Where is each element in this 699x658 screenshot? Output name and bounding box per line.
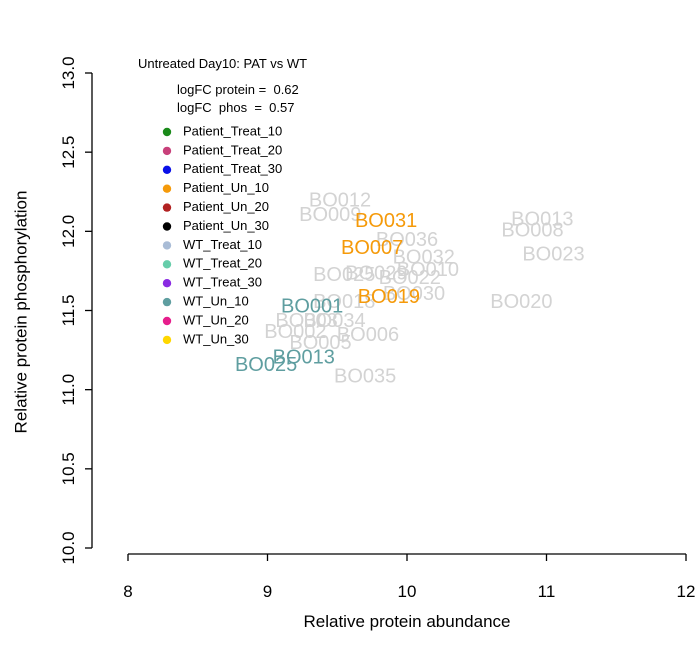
y-tick-label: 11.0: [59, 374, 78, 406]
annotation: Untreated Day10: PAT vs WT logFC protein…: [138, 56, 307, 115]
y-tick-label: 12.5: [59, 136, 78, 169]
legend-label: WT_Un_20: [183, 312, 249, 327]
point-label-bo030: BO030: [383, 283, 445, 305]
legend-marker: [162, 241, 172, 250]
y-tick-label: 13.0: [59, 56, 78, 89]
legend-label: Patient_Treat_30: [183, 161, 282, 176]
y-ticks: 10.0 10.5 11.0 11.5 12.0 12.5 13.0: [59, 56, 92, 565]
point-label-bo032: BO032: [393, 247, 455, 269]
legend-label: Patient_Un_10: [183, 180, 269, 195]
legend-marker: [162, 279, 172, 288]
legend-marker: [162, 335, 172, 345]
legend-label: Patient_Un_20: [183, 199, 269, 214]
x-tick-label: 12: [677, 582, 696, 601]
point-label-bo005: BO005: [289, 332, 351, 354]
x-tick-label: 10: [398, 582, 417, 601]
point-label-bo036: BO036: [376, 229, 438, 251]
point-label-bo034: BO034: [303, 310, 365, 332]
legend-label: WT_Treat_20: [183, 256, 262, 271]
legend-marker: [162, 297, 172, 307]
y-tick-label: 10.0: [59, 531, 78, 564]
legend-marker: [162, 203, 172, 212]
legend-item: Patient_Treat_20: [162, 142, 282, 157]
legend-item: Patient_Un_20: [162, 199, 269, 214]
y-axis-title: Relative protein phosphorylation: [11, 191, 30, 434]
legend-item: WT_Treat_20: [162, 256, 262, 271]
y-tick-label: 11.5: [59, 295, 78, 327]
x-tick-label: 8: [123, 582, 132, 601]
legend-item: Patient_Un_10: [162, 180, 269, 195]
axes: 10.0 10.5 11.0 11.5 12.0 12.5 13.0 8 9 10 11 12: [59, 56, 695, 601]
point-label-bo029: BO029: [345, 262, 407, 284]
legend-label: WT_Treat_30: [183, 275, 262, 290]
legend-label: WT_Treat_10: [183, 237, 262, 252]
legend-marker: [162, 165, 172, 174]
point-label-bo020: BO020: [490, 291, 552, 313]
y-tick-label: 12.0: [59, 215, 78, 248]
legend-item: Patient_Un_30: [162, 218, 269, 233]
legend: Patient_Treat_10 Patient_Treat_20 Patient_…: [162, 123, 282, 346]
point-label-bo025: BO025: [313, 264, 375, 286]
point-label-bo013: BO013: [511, 209, 573, 231]
legend-marker: [162, 127, 172, 137]
legend-marker: [162, 146, 172, 156]
legend-label: Patient_Treat_10: [183, 123, 282, 138]
legend-item: WT_Un_20: [162, 312, 249, 327]
point-label-bo022: BO022: [379, 267, 441, 289]
legend-item: Patient_Treat_10: [162, 123, 282, 138]
point-label-bo002: BO002: [264, 321, 326, 343]
point-label-bo025: BO025: [235, 354, 297, 376]
x-ticks: 8 9 10 11 12: [123, 554, 695, 601]
point-label-bo001: BO001: [281, 296, 343, 318]
point-label-bo018: BO018: [313, 291, 375, 313]
point-label-bo019: BO019: [358, 286, 420, 308]
point-label-bo031: BO031: [355, 210, 417, 232]
legend-label: Patient_Un_30: [183, 218, 269, 233]
x-axis-title: Relative protein abundance: [304, 612, 511, 631]
point-label-bo003: BO003: [275, 310, 337, 332]
point-label-bo008: BO008: [501, 220, 563, 242]
legend-marker: [162, 222, 172, 231]
point-label-bo013: BO013: [273, 346, 335, 368]
point-label-bo006: BO006: [337, 324, 399, 346]
x-tick-label: 9: [263, 582, 272, 601]
x-tick-label: 11: [538, 582, 556, 601]
y-tick-label: 10.5: [59, 452, 78, 485]
point-label-bo010: BO010: [397, 259, 459, 281]
legend-item: WT_Un_30: [162, 331, 249, 346]
point-label-bo035: BO035: [334, 365, 396, 387]
legend-marker: [162, 260, 172, 269]
point-label-bo009: BO009: [299, 204, 361, 226]
annotation-logfc-phos: logFC phos = 0.57: [177, 100, 294, 115]
point-label-bo012: BO012: [309, 190, 371, 212]
legend-item: Patient_Treat_30: [162, 161, 282, 176]
legend-item: WT_Treat_10: [162, 237, 262, 252]
point-label-bo023: BO023: [522, 243, 584, 265]
legend-label: Patient_Treat_20: [183, 142, 282, 157]
legend-label: WT_Un_10: [183, 294, 249, 309]
point-label-bo007: BO007: [341, 237, 403, 259]
annotation-logfc-protein: logFC protein = 0.62: [177, 82, 299, 97]
legend-marker: [162, 316, 172, 326]
legend-marker: [162, 184, 172, 193]
legend-item: WT_Un_10: [162, 294, 249, 309]
annotation-heading: Untreated Day10: PAT vs WT: [138, 56, 307, 71]
legend-label: WT_Un_30: [183, 331, 249, 346]
legend-item: WT_Treat_30: [162, 275, 262, 290]
